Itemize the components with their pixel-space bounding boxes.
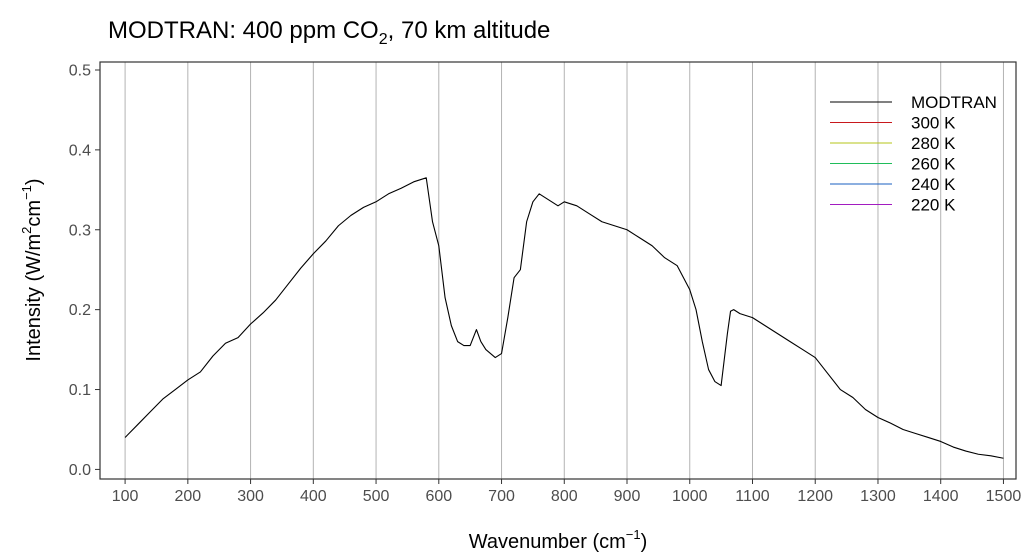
plot-panel-background [100,62,1016,479]
y-axis-label-end: ) [23,178,45,185]
y-tick-label: 0.4 [69,142,91,159]
x-axis-label: Wavenumber (cm−1) [469,527,648,553]
chart-title: MODTRAN: 400 ppm CO2, 70 km altitude [108,17,550,48]
x-tick-label: 1500 [986,488,1022,505]
x-tick-label: 300 [237,488,264,505]
x-tick-label: 1100 [735,488,770,505]
y-tick-label: 0.2 [69,302,91,319]
y-tick-label: 0.3 [69,222,91,239]
x-axis-label-main: Wavenumber (cm [469,531,626,553]
y-tick-label: 0.0 [69,462,91,479]
legend-label: 220 K [911,196,956,215]
grid-lines [124,62,1004,479]
x-tick-label: 100 [112,488,139,505]
series-lines [124,177,1004,459]
legend-label: 280 K [911,134,956,153]
y-axis: 0.0 0.1 0.2 0.3 0.4 0.5 [69,62,100,479]
x-tick-label: 400 [300,488,327,505]
title-main: MODTRAN: 400 ppm CO [108,17,379,44]
x-tick-label: 1400 [923,488,959,505]
x-axis-label-superscript: −1 [626,527,641,542]
title-rest: , 70 km altitude [388,17,551,44]
x-axis-label-end: ) [641,531,648,553]
series-line-modtran [124,177,1004,459]
x-tick-label: 1200 [797,488,833,505]
title-subscript: 2 [379,31,388,48]
x-tick-label: 200 [174,488,201,505]
x-tick-label: 700 [488,488,515,505]
x-tick-label: 900 [614,488,641,505]
y-tick-label: 0.1 [69,382,91,399]
y-axis-label-superscript-2: −1 [19,185,34,200]
x-tick-label: 1300 [860,488,896,505]
x-tick-label: 800 [551,488,578,505]
plot-panel-border [99,61,1017,480]
y-tick-label: 0.5 [69,62,91,79]
y-axis-label-mid: cm [23,200,45,227]
y-axis-label-main: Intensity (W/m [23,234,45,362]
x-tick-label: 1000 [672,488,708,505]
y-axis-label: Intensity (W/m2cm−1) [19,178,45,361]
legend-label: 300 K [911,114,956,133]
y-axis-label-superscript-1: 2 [19,227,34,234]
x-tick-label: 600 [425,488,452,505]
legend-label: 240 K [911,175,956,194]
x-axis: 100 200 300 400 500 600 700 800 900 1000 1100 1200 1… [112,479,1022,505]
legend-label: MODTRAN [911,93,997,112]
legend-label: 260 K [911,155,956,174]
x-tick-label: 500 [363,488,390,505]
